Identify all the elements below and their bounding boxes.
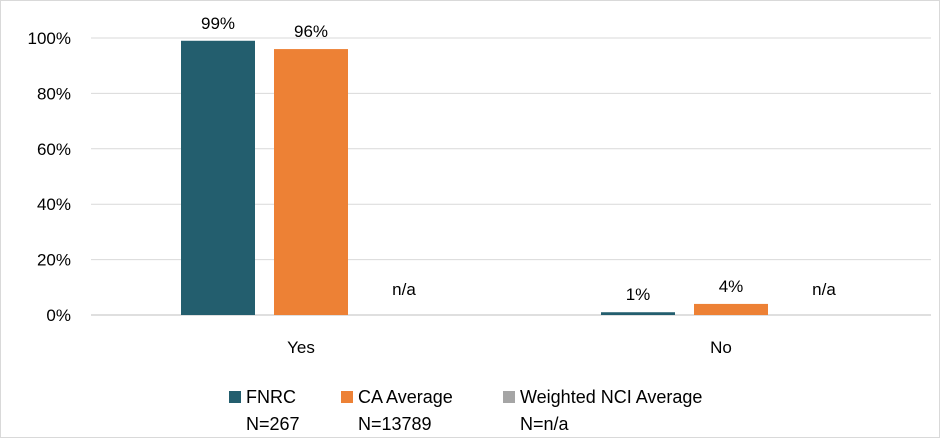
data-label: n/a xyxy=(392,280,416,299)
legend-label: Weighted NCI Average xyxy=(520,387,702,407)
y-tick-label: 40% xyxy=(37,195,71,214)
bars xyxy=(181,40,768,316)
bar xyxy=(274,49,348,316)
data-label: 99% xyxy=(201,14,235,33)
x-category-label: Yes xyxy=(287,338,315,357)
legend-swatch xyxy=(229,391,241,403)
legend: FNRC N=267 CA Average N=13789 Weighted NCI A… xyxy=(229,387,702,434)
data-label: n/a xyxy=(812,280,836,299)
x-category-label: No xyxy=(710,338,732,357)
y-tick-label: 80% xyxy=(37,84,71,103)
legend-swatch xyxy=(503,391,515,403)
legend-label: FNRC xyxy=(246,387,296,407)
y-axis-ticks: 0% 20% 40% 60% 80% 100% xyxy=(28,29,71,325)
bar xyxy=(181,40,255,316)
data-label: 4% xyxy=(719,277,744,296)
legend-n-label: N=13789 xyxy=(358,414,432,434)
legend-n-label: N=267 xyxy=(246,414,300,434)
bar xyxy=(694,303,768,315)
legend-swatch xyxy=(341,391,353,403)
y-tick-label: 0% xyxy=(46,306,71,325)
legend-label: CA Average xyxy=(358,387,453,407)
bar xyxy=(601,312,675,315)
data-label: 96% xyxy=(294,22,328,41)
legend-n-label: N=n/a xyxy=(520,414,570,434)
x-axis-categories: Yes No xyxy=(287,338,732,357)
data-label: 1% xyxy=(626,285,651,304)
data-labels: 99% 96% n/a 1% 4% n/a xyxy=(201,14,836,304)
y-tick-label: 20% xyxy=(37,251,71,270)
y-tick-label: 60% xyxy=(37,140,71,159)
y-tick-label: 100% xyxy=(28,29,71,48)
